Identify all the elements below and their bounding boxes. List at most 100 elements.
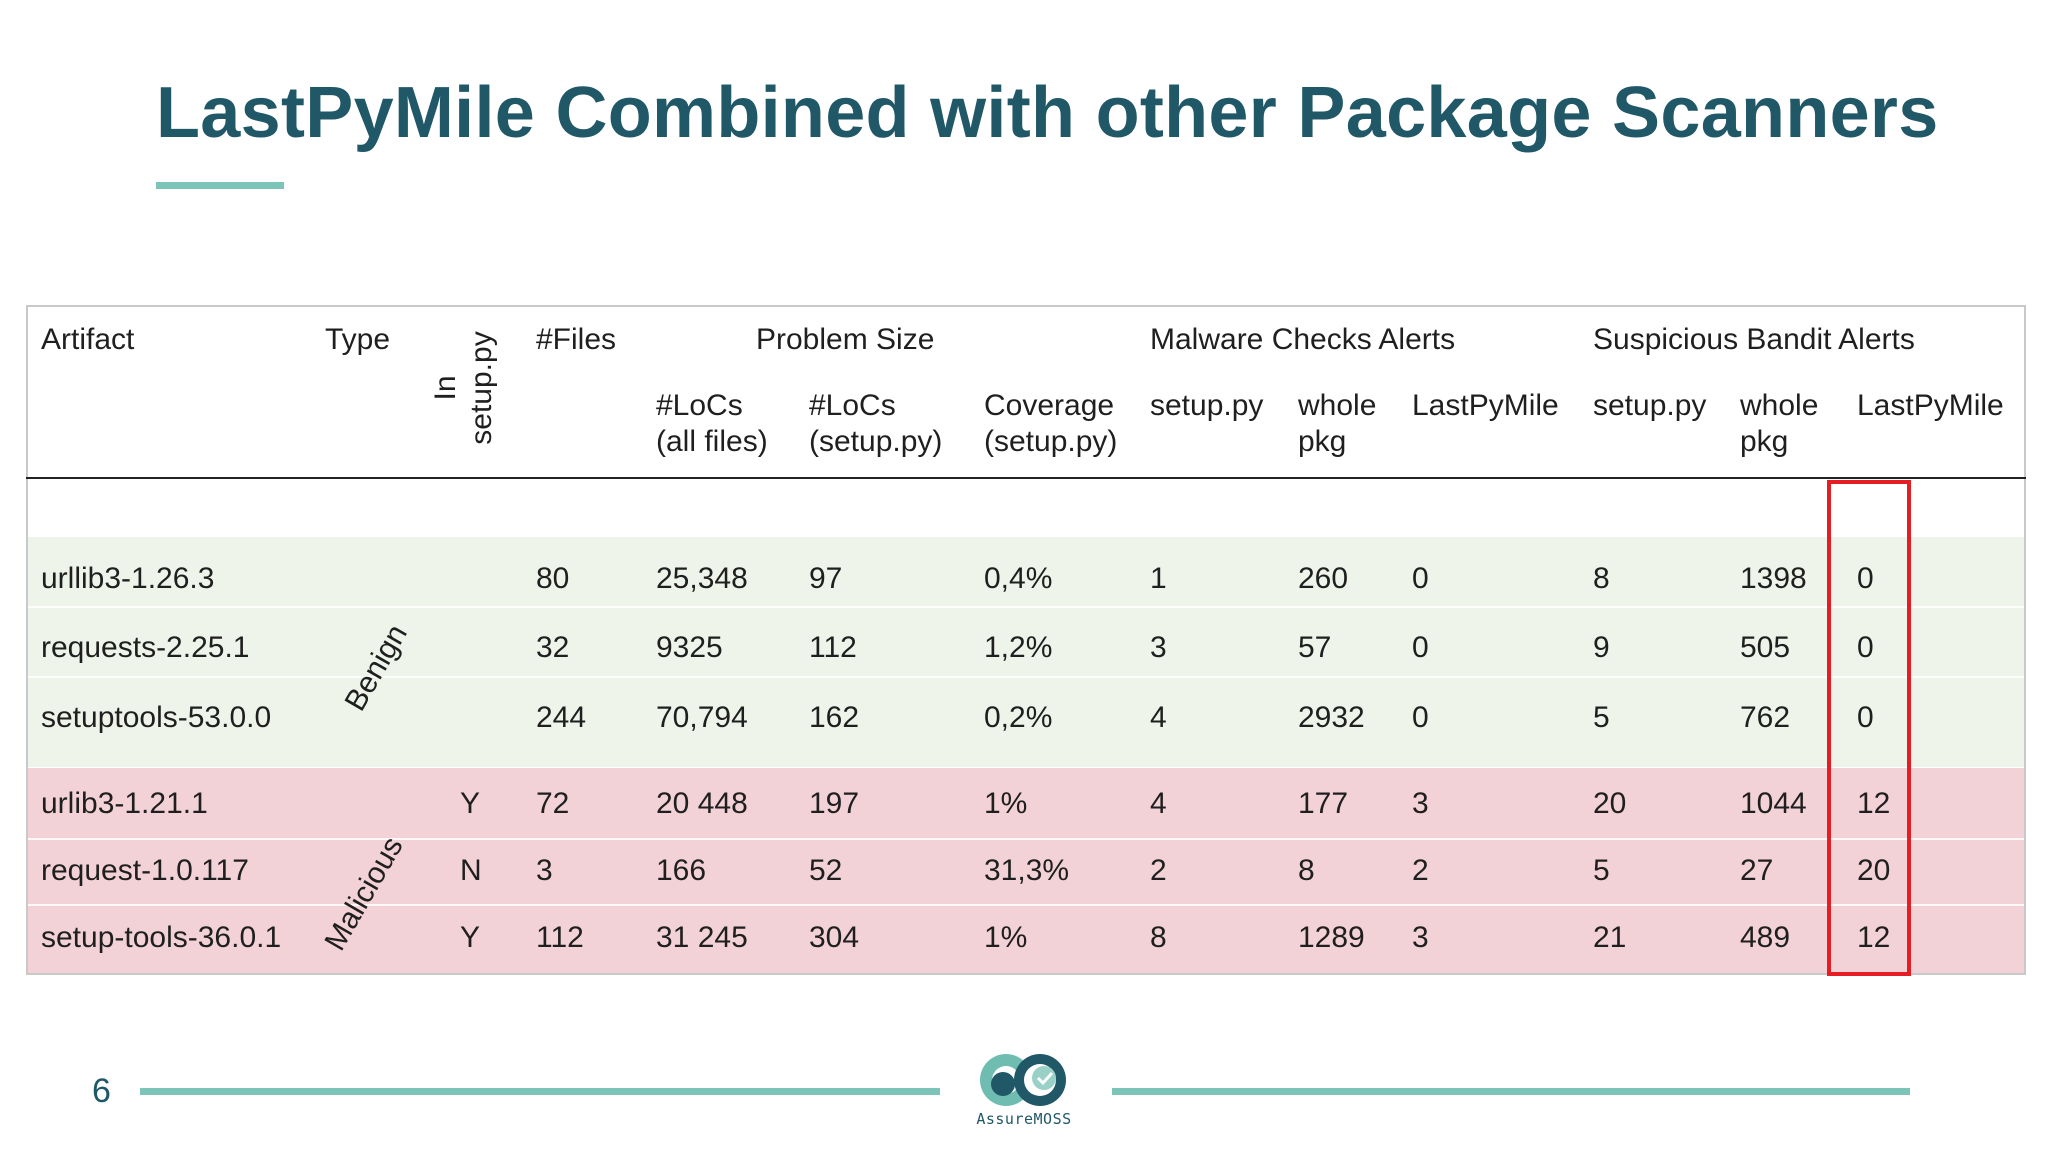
header-artifact: Artifact bbox=[41, 323, 135, 356]
cell-malware-setup: 4 bbox=[1150, 701, 1167, 734]
cell-bandit-whole: 1044 bbox=[1740, 787, 1807, 820]
cell-coverage: 1% bbox=[984, 921, 1028, 954]
cell-locs-setup: 97 bbox=[809, 562, 843, 595]
cell-malware-whole: 8 bbox=[1298, 854, 1315, 887]
cell-malware-setup: 2 bbox=[1150, 854, 1167, 887]
header-rule bbox=[26, 477, 2026, 479]
cell-coverage: 31,3% bbox=[984, 854, 1070, 887]
cell-bandit-setup: 5 bbox=[1593, 701, 1610, 734]
cell-locs-setup: 52 bbox=[809, 854, 843, 887]
cell-files: 244 bbox=[536, 701, 587, 734]
cell-artifact: urlib3-1.21.1 bbox=[41, 787, 208, 820]
cell-malware-whole: 1289 bbox=[1298, 921, 1365, 954]
cell-bandit-lastpymile: 12 bbox=[1857, 921, 1891, 954]
cell-malware-setup: 3 bbox=[1150, 631, 1167, 664]
cell-in-setup: N bbox=[460, 854, 482, 887]
cell-malware-whole: 177 bbox=[1298, 787, 1349, 820]
cell-malware-whole: 260 bbox=[1298, 562, 1349, 595]
cell-in-setup: Y bbox=[460, 921, 481, 954]
footer-line-right bbox=[1112, 1088, 1910, 1095]
cell-malware-lastpymile: 0 bbox=[1412, 701, 1429, 734]
malicious-band bbox=[28, 768, 2024, 973]
cell-locs-setup: 112 bbox=[809, 631, 857, 664]
row-separator bbox=[28, 904, 2024, 906]
cell-malware-lastpymile: 0 bbox=[1412, 562, 1429, 595]
header-bandit-group: Suspicious Bandit Alerts bbox=[1593, 323, 1915, 356]
lastpymile-highlight-box bbox=[1827, 480, 1911, 976]
cell-bandit-setup: 5 bbox=[1593, 854, 1610, 887]
cell-locs-setup: 197 bbox=[809, 787, 860, 820]
cell-files: 112 bbox=[536, 921, 584, 954]
header-problem-size: Problem Size bbox=[756, 323, 935, 356]
cell-locs-all: 31 245 bbox=[656, 921, 748, 954]
cell-artifact: requests-2.25.1 bbox=[41, 631, 250, 664]
header-malware-whole: whole pkg bbox=[1298, 389, 1377, 458]
cell-coverage: 1% bbox=[984, 787, 1028, 820]
cell-coverage: 1,2% bbox=[984, 631, 1053, 664]
header-type: Type bbox=[325, 323, 391, 356]
cell-files: 32 bbox=[536, 631, 570, 664]
cell-bandit-lastpymile: 0 bbox=[1857, 562, 1874, 595]
row-separator bbox=[28, 676, 2024, 678]
cell-locs-all: 25,348 bbox=[656, 562, 748, 595]
cell-malware-whole: 2932 bbox=[1298, 701, 1365, 734]
cell-files: 80 bbox=[536, 562, 570, 595]
benign-band bbox=[28, 537, 2024, 767]
row-separator bbox=[28, 838, 2024, 840]
header-in-setup: In setup.py bbox=[429, 331, 498, 445]
header-files: #Files bbox=[536, 323, 617, 356]
cell-bandit-setup: 21 bbox=[1593, 921, 1627, 954]
cell-files: 3 bbox=[536, 854, 553, 887]
header-bandit-lastpymile: LastPyMile bbox=[1857, 389, 2004, 422]
title-underline bbox=[156, 182, 284, 189]
cell-bandit-setup: 9 bbox=[1593, 631, 1610, 664]
footer-line-left bbox=[140, 1088, 940, 1095]
cell-coverage: 0,4% bbox=[984, 562, 1053, 595]
header-malware-group: Malware Checks Alerts bbox=[1150, 323, 1456, 356]
cell-locs-all: 166 bbox=[656, 854, 707, 887]
cell-locs-all: 20 448 bbox=[656, 787, 748, 820]
cell-bandit-whole: 27 bbox=[1740, 854, 1774, 887]
cell-artifact: urllib3-1.26.3 bbox=[41, 562, 215, 595]
cell-malware-lastpymile: 2 bbox=[1412, 854, 1429, 887]
header-bandit-whole: whole pkg bbox=[1740, 389, 1819, 458]
cell-bandit-lastpymile: 0 bbox=[1857, 701, 1874, 734]
row-separator bbox=[28, 606, 2024, 608]
cell-bandit-whole: 489 bbox=[1740, 921, 1791, 954]
header-malware-lastpymile: LastPyMile bbox=[1412, 389, 1559, 422]
cell-files: 72 bbox=[536, 787, 570, 820]
assuremoss-logo-icon bbox=[980, 1054, 1066, 1106]
cell-locs-setup: 304 bbox=[809, 921, 860, 954]
cell-coverage: 0,2% bbox=[984, 701, 1053, 734]
cell-bandit-whole: 762 bbox=[1740, 701, 1791, 734]
cell-malware-lastpymile: 3 bbox=[1412, 921, 1429, 954]
cell-locs-all: 70,794 bbox=[656, 701, 748, 734]
cell-malware-setup: 1 bbox=[1150, 562, 1167, 595]
cell-malware-lastpymile: 3 bbox=[1412, 787, 1429, 820]
cell-bandit-whole: 505 bbox=[1740, 631, 1791, 664]
cell-bandit-lastpymile: 20 bbox=[1857, 854, 1891, 887]
cell-artifact: request-1.0.117 bbox=[41, 854, 249, 887]
cell-bandit-lastpymile: 12 bbox=[1857, 787, 1891, 820]
slide-title: LastPyMile Combined with other Package S… bbox=[156, 73, 1939, 153]
cell-malware-lastpymile: 0 bbox=[1412, 631, 1429, 664]
logo-text: AssureMOSS bbox=[976, 1110, 1072, 1128]
cell-bandit-setup: 8 bbox=[1593, 562, 1610, 595]
cell-malware-setup: 4 bbox=[1150, 787, 1167, 820]
header-locs-setup: #LoCs (setup.py) bbox=[809, 389, 943, 458]
cell-bandit-setup: 20 bbox=[1593, 787, 1627, 820]
cell-in-setup: Y bbox=[460, 787, 481, 820]
header-bandit-setup: setup.py bbox=[1593, 389, 1707, 422]
page-number: 6 bbox=[92, 1072, 111, 1110]
cell-artifact: setup-tools-36.0.1 bbox=[41, 921, 282, 954]
cell-malware-whole: 57 bbox=[1298, 631, 1332, 664]
header-coverage: Coverage (setup.py) bbox=[984, 389, 1118, 458]
header-locs-all: #LoCs (all files) bbox=[656, 389, 768, 458]
cell-bandit-whole: 1398 bbox=[1740, 562, 1807, 595]
cell-locs-setup: 162 bbox=[809, 701, 860, 734]
cell-locs-all: 9325 bbox=[656, 631, 723, 664]
cell-bandit-lastpymile: 0 bbox=[1857, 631, 1874, 664]
cell-artifact: setuptools-53.0.0 bbox=[41, 701, 272, 734]
cell-malware-setup: 8 bbox=[1150, 921, 1167, 954]
header-malware-setup: setup.py bbox=[1150, 389, 1264, 422]
